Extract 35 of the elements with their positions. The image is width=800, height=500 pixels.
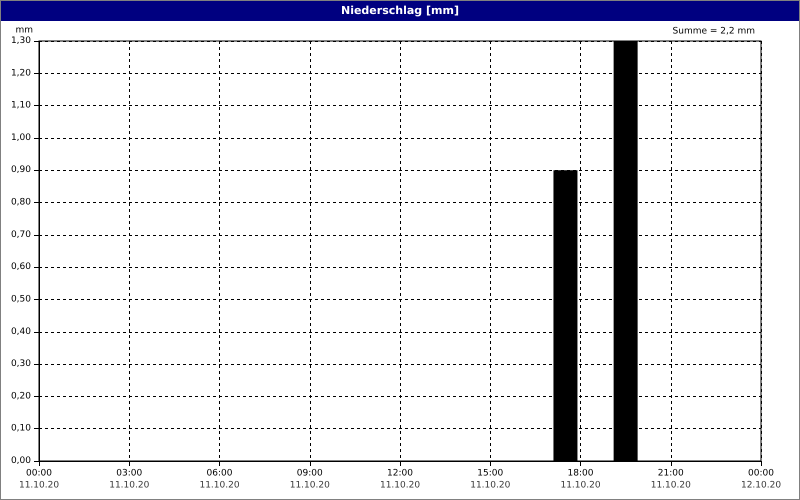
y-tick-label: 1,20	[10, 68, 32, 78]
x-tick-label: 15:00	[477, 468, 504, 478]
chart-title: Niederschlag [mm]	[1, 1, 799, 21]
y-tick-label: 1,10	[10, 100, 32, 111]
y-tick-label: 0,00	[10, 456, 32, 466]
text: 11.10.20	[109, 480, 150, 490]
text: 11.10.20	[290, 480, 330, 490]
y-tick-label: 0,20	[10, 391, 32, 402]
text: 11.10.20	[650, 480, 692, 490]
y-tick-label: 0,50	[10, 294, 32, 304]
x-tick-label: 00:00	[748, 468, 774, 478]
x-tick-label: 09:00	[296, 468, 323, 478]
y-tick-label: 0,60	[10, 262, 32, 272]
y-tick-label: 0,40	[10, 326, 32, 337]
text: 11.10.20	[199, 480, 240, 490]
text: 11.10.20	[380, 480, 420, 490]
text: 11.10.20	[18, 480, 60, 490]
y-tick-label: 0,70	[10, 230, 32, 240]
y-tick-label: 0,30	[10, 359, 32, 370]
x-tick-label: 21:00	[658, 468, 684, 478]
y-tick-label: 1,00	[10, 132, 32, 143]
text: 11.10.20	[560, 480, 601, 490]
y-tick-label: 0,90	[10, 165, 32, 176]
y-tick-label: 0,80	[10, 198, 32, 208]
x-tick-label: 00:00	[26, 468, 52, 478]
x-tick-label: 03:00	[116, 468, 142, 478]
x-tick-label: 12:00	[387, 468, 414, 478]
x-tick-label: 18:00	[568, 468, 594, 478]
y-tick-label: 1,30	[10, 36, 32, 46]
y-tick-label: 0,10	[10, 424, 32, 434]
y-axis-title: mm	[15, 26, 33, 36]
text: Summe = 2,2 mm	[672, 26, 756, 36]
x-tick-label: 06:00	[206, 468, 233, 478]
text: 11.10.20	[470, 480, 511, 490]
text: 12.10.20	[740, 480, 782, 490]
